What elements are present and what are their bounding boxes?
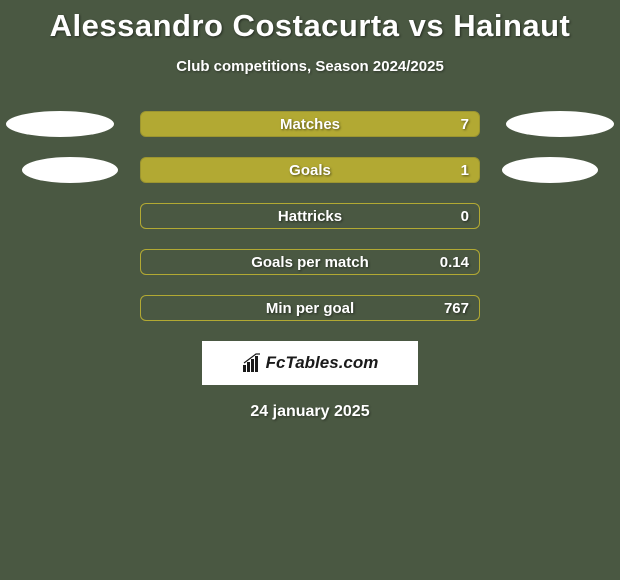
chart-icon [242,353,262,373]
logo-text: FcTables.com [266,353,379,373]
stat-row-hattricks: Hattricks 0 [0,203,620,229]
stat-row-goals-per-match: Goals per match 0.14 [0,249,620,275]
stat-value: 767 [444,300,469,317]
right-marker-icon [502,157,598,183]
logo-inner: FcTables.com [242,353,379,373]
stat-value: 1 [461,162,469,179]
stat-row-min-per-goal: Min per goal 767 [0,295,620,321]
stat-value: 0.14 [440,254,469,271]
stat-bar: Min per goal 767 [140,295,480,321]
stat-label: Goals [289,162,331,179]
stats-bars: Matches 7 Goals 1 Hattricks 0 Goals per … [0,111,620,321]
stat-label: Hattricks [278,208,342,225]
stat-value: 0 [461,208,469,225]
right-marker-icon [506,111,614,137]
subtitle: Club competitions, Season 2024/2025 [0,58,620,75]
stat-label: Goals per match [251,254,369,271]
stat-bar: Goals per match 0.14 [140,249,480,275]
attribution-logo: FcTables.com [202,341,418,385]
stat-value: 7 [461,116,469,133]
left-marker-icon [22,157,118,183]
stat-label: Matches [280,116,340,133]
stat-bar: Matches 7 [140,111,480,137]
left-marker-icon [6,111,114,137]
comparison-card: Alessandro Costacurta vs Hainaut Club co… [0,0,620,421]
stat-bar: Hattricks 0 [140,203,480,229]
stat-row-matches: Matches 7 [0,111,620,137]
date-label: 24 january 2025 [0,403,620,421]
stat-label: Min per goal [266,300,354,317]
stat-row-goals: Goals 1 [0,157,620,183]
page-title: Alessandro Costacurta vs Hainaut [0,8,620,44]
stat-bar: Goals 1 [140,157,480,183]
